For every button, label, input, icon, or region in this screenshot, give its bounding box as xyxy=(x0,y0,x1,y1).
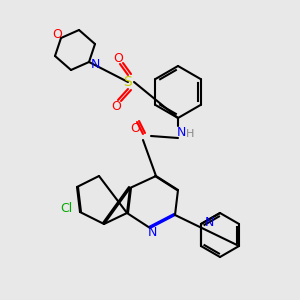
Text: O: O xyxy=(130,122,140,134)
Text: N: N xyxy=(204,215,214,229)
Text: H: H xyxy=(186,129,194,139)
Text: S: S xyxy=(124,75,132,89)
Text: N: N xyxy=(90,58,100,70)
Text: O: O xyxy=(113,52,123,64)
Text: O: O xyxy=(52,28,62,41)
Text: O: O xyxy=(111,100,121,112)
Text: N: N xyxy=(176,125,186,139)
Text: Cl: Cl xyxy=(60,202,72,215)
Text: N: N xyxy=(147,226,157,239)
